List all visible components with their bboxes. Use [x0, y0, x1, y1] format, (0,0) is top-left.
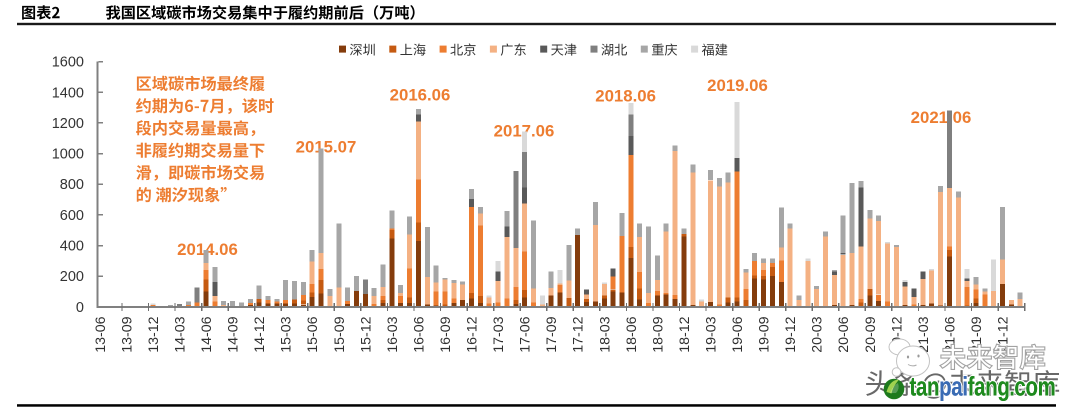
svg-text:1600: 1600 [52, 55, 84, 71]
svg-text:600: 600 [60, 208, 84, 224]
svg-text:19-12: 19-12 [783, 316, 799, 352]
svg-text:2019.06: 2019.06 [707, 76, 768, 95]
svg-text:15-12: 15-12 [358, 316, 374, 352]
svg-text:21-03: 21-03 [916, 316, 932, 352]
svg-text:17-06: 17-06 [518, 316, 534, 352]
svg-text:15-09: 15-09 [332, 316, 348, 352]
svg-text:2021.06: 2021.06 [911, 108, 972, 127]
svg-text:17-09: 17-09 [544, 316, 560, 352]
svg-text:14-03: 14-03 [173, 316, 189, 352]
svg-text:400: 400 [60, 239, 84, 255]
svg-text:1000: 1000 [52, 147, 84, 163]
svg-text:13-12: 13-12 [146, 316, 162, 352]
svg-text:21-12: 21-12 [996, 316, 1012, 352]
svg-text:200: 200 [60, 269, 84, 285]
svg-text:16-12: 16-12 [465, 316, 481, 352]
svg-text:tanpaifang.com: tanpaifang.com [910, 372, 1056, 402]
svg-text:19-06: 19-06 [730, 316, 746, 352]
svg-text:2015.07: 2015.07 [296, 137, 357, 156]
svg-text:16-09: 16-09 [438, 316, 454, 352]
svg-text:21-06: 21-06 [942, 316, 958, 352]
svg-text:19-03: 19-03 [704, 316, 720, 352]
svg-text:13-09: 13-09 [119, 316, 135, 352]
svg-text:14-12: 14-12 [252, 316, 268, 352]
svg-text:15-03: 15-03 [279, 316, 295, 352]
svg-text:0: 0 [76, 300, 84, 316]
svg-text:800: 800 [60, 177, 84, 193]
svg-text:19-09: 19-09 [757, 316, 773, 352]
svg-text:2018.06: 2018.06 [595, 87, 656, 106]
svg-text:tanpaifang.com: tanpaifang.com [910, 372, 1056, 402]
svg-text:18-06: 18-06 [624, 316, 640, 352]
svg-text:15-06: 15-06 [305, 316, 321, 352]
svg-text:2016.06: 2016.06 [390, 85, 451, 104]
svg-text:20-09: 20-09 [863, 316, 879, 352]
svg-text:17-12: 17-12 [571, 316, 587, 352]
svg-text:13-06: 13-06 [93, 316, 109, 352]
svg-text:14-09: 14-09 [226, 316, 242, 352]
svg-text:17-03: 17-03 [491, 316, 507, 352]
svg-text:21-09: 21-09 [969, 316, 985, 352]
svg-text:1200: 1200 [52, 116, 84, 132]
svg-text:18-09: 18-09 [650, 316, 666, 352]
svg-text:20-03: 20-03 [810, 316, 826, 352]
svg-text:18-12: 18-12 [677, 316, 693, 352]
svg-text:2014.06: 2014.06 [177, 240, 238, 259]
svg-text:1400: 1400 [52, 85, 84, 101]
svg-text:20-06: 20-06 [836, 316, 852, 352]
svg-text:16-03: 16-03 [385, 316, 401, 352]
svg-text:2017.06: 2017.06 [494, 122, 555, 141]
svg-text:14-06: 14-06 [199, 316, 215, 352]
svg-text:18-03: 18-03 [597, 316, 613, 352]
svg-text:16-06: 16-06 [411, 316, 427, 352]
